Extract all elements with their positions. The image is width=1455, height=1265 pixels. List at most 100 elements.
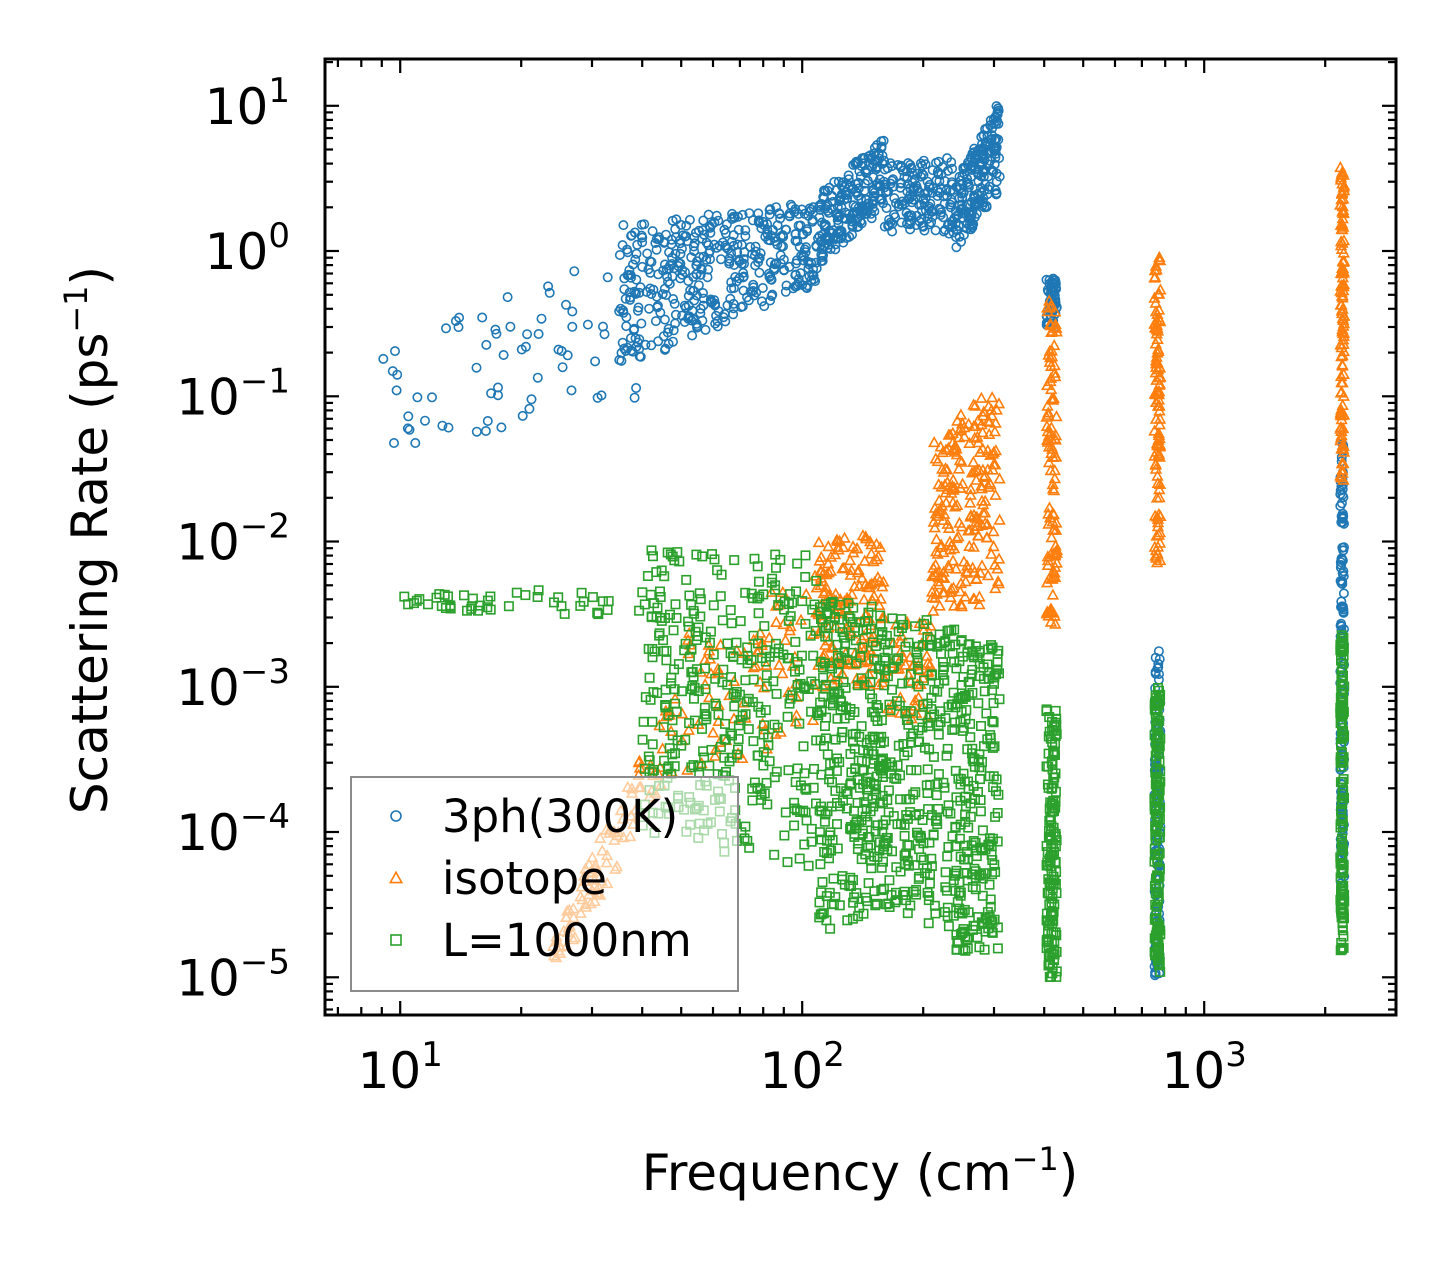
data-point <box>1335 757 1346 768</box>
data-point <box>870 900 881 911</box>
data-point <box>928 751 939 762</box>
data-point <box>985 135 996 146</box>
data-point <box>883 220 894 231</box>
data-point <box>1338 786 1349 797</box>
data-point <box>962 524 975 536</box>
data-point <box>1044 464 1057 476</box>
data-point <box>980 531 993 543</box>
data-point <box>1335 575 1346 586</box>
data-point <box>873 663 884 674</box>
data-point <box>935 717 946 728</box>
data-point <box>1051 946 1062 957</box>
data-point <box>874 180 885 191</box>
data-point <box>953 453 967 466</box>
data-point <box>852 843 863 854</box>
data-point <box>740 675 751 686</box>
data-point <box>718 664 729 675</box>
data-point <box>710 673 721 684</box>
data-point <box>983 159 994 170</box>
data-point <box>1336 740 1347 751</box>
data-point <box>970 641 981 652</box>
data-point <box>952 897 963 908</box>
data-point <box>905 807 916 818</box>
data-point <box>1154 669 1165 680</box>
data-point <box>815 613 826 624</box>
data-point <box>1051 971 1062 982</box>
data-point <box>666 234 677 245</box>
data-point <box>840 207 851 218</box>
data-point <box>789 715 803 727</box>
data-point <box>659 314 670 325</box>
data-point <box>1048 747 1059 758</box>
data-point <box>942 851 953 862</box>
data-point <box>622 247 633 258</box>
data-point <box>940 496 953 508</box>
data-point <box>863 578 877 590</box>
data-point <box>770 549 781 560</box>
data-point <box>872 598 886 611</box>
data-point <box>410 437 421 448</box>
data-point <box>881 899 892 910</box>
data-point <box>777 617 790 630</box>
data-point <box>883 807 894 818</box>
data-point <box>480 425 491 436</box>
data-point <box>422 599 433 610</box>
data-point <box>992 836 1003 847</box>
data-point <box>688 693 699 704</box>
data-point <box>838 531 851 543</box>
data-point <box>670 224 681 235</box>
data-point <box>815 859 826 870</box>
data-point <box>753 608 764 619</box>
data-point <box>587 592 598 603</box>
data-point <box>544 287 555 298</box>
data-point <box>901 794 912 805</box>
data-point <box>845 703 856 714</box>
data-point <box>732 744 743 755</box>
y-tick-label: 10−4 <box>176 797 290 862</box>
data-point <box>692 322 703 333</box>
data-point <box>1153 483 1166 495</box>
data-point <box>799 839 810 850</box>
data-point <box>929 545 943 557</box>
data-point <box>1152 428 1166 441</box>
data-point <box>978 130 989 141</box>
data-point <box>711 310 722 321</box>
data-point <box>912 657 923 668</box>
data-point <box>773 600 784 611</box>
data-point <box>974 566 987 578</box>
data-point <box>899 886 910 897</box>
data-point <box>668 625 679 636</box>
data-point <box>799 768 810 779</box>
data-point <box>950 531 963 544</box>
data-point <box>832 686 843 697</box>
data-point <box>954 598 967 610</box>
data-point <box>844 880 855 891</box>
data-point <box>868 575 881 587</box>
data-point <box>847 913 858 924</box>
y-axis-label: Scattering Rate (ps−1) <box>57 266 119 814</box>
data-point <box>440 323 451 334</box>
data-point <box>1048 472 1062 484</box>
data-point <box>712 321 723 332</box>
data-point <box>979 686 990 697</box>
data-point <box>705 227 716 238</box>
data-point <box>814 827 825 838</box>
data-point <box>632 239 643 250</box>
data-point <box>1337 944 1348 955</box>
data-point <box>933 599 946 611</box>
data-point <box>901 714 912 725</box>
data-point <box>932 686 943 697</box>
data-point <box>933 494 946 506</box>
data-point <box>562 350 573 361</box>
data-point <box>991 562 1004 574</box>
data-point <box>1337 277 1351 290</box>
data-point <box>859 185 870 196</box>
data-point <box>818 908 829 919</box>
data-point <box>884 875 895 886</box>
data-point <box>987 927 998 938</box>
data-point <box>747 285 758 296</box>
data-point <box>913 725 924 736</box>
data-point <box>1336 262 1350 274</box>
data-point <box>922 186 933 197</box>
data-point <box>819 816 830 827</box>
